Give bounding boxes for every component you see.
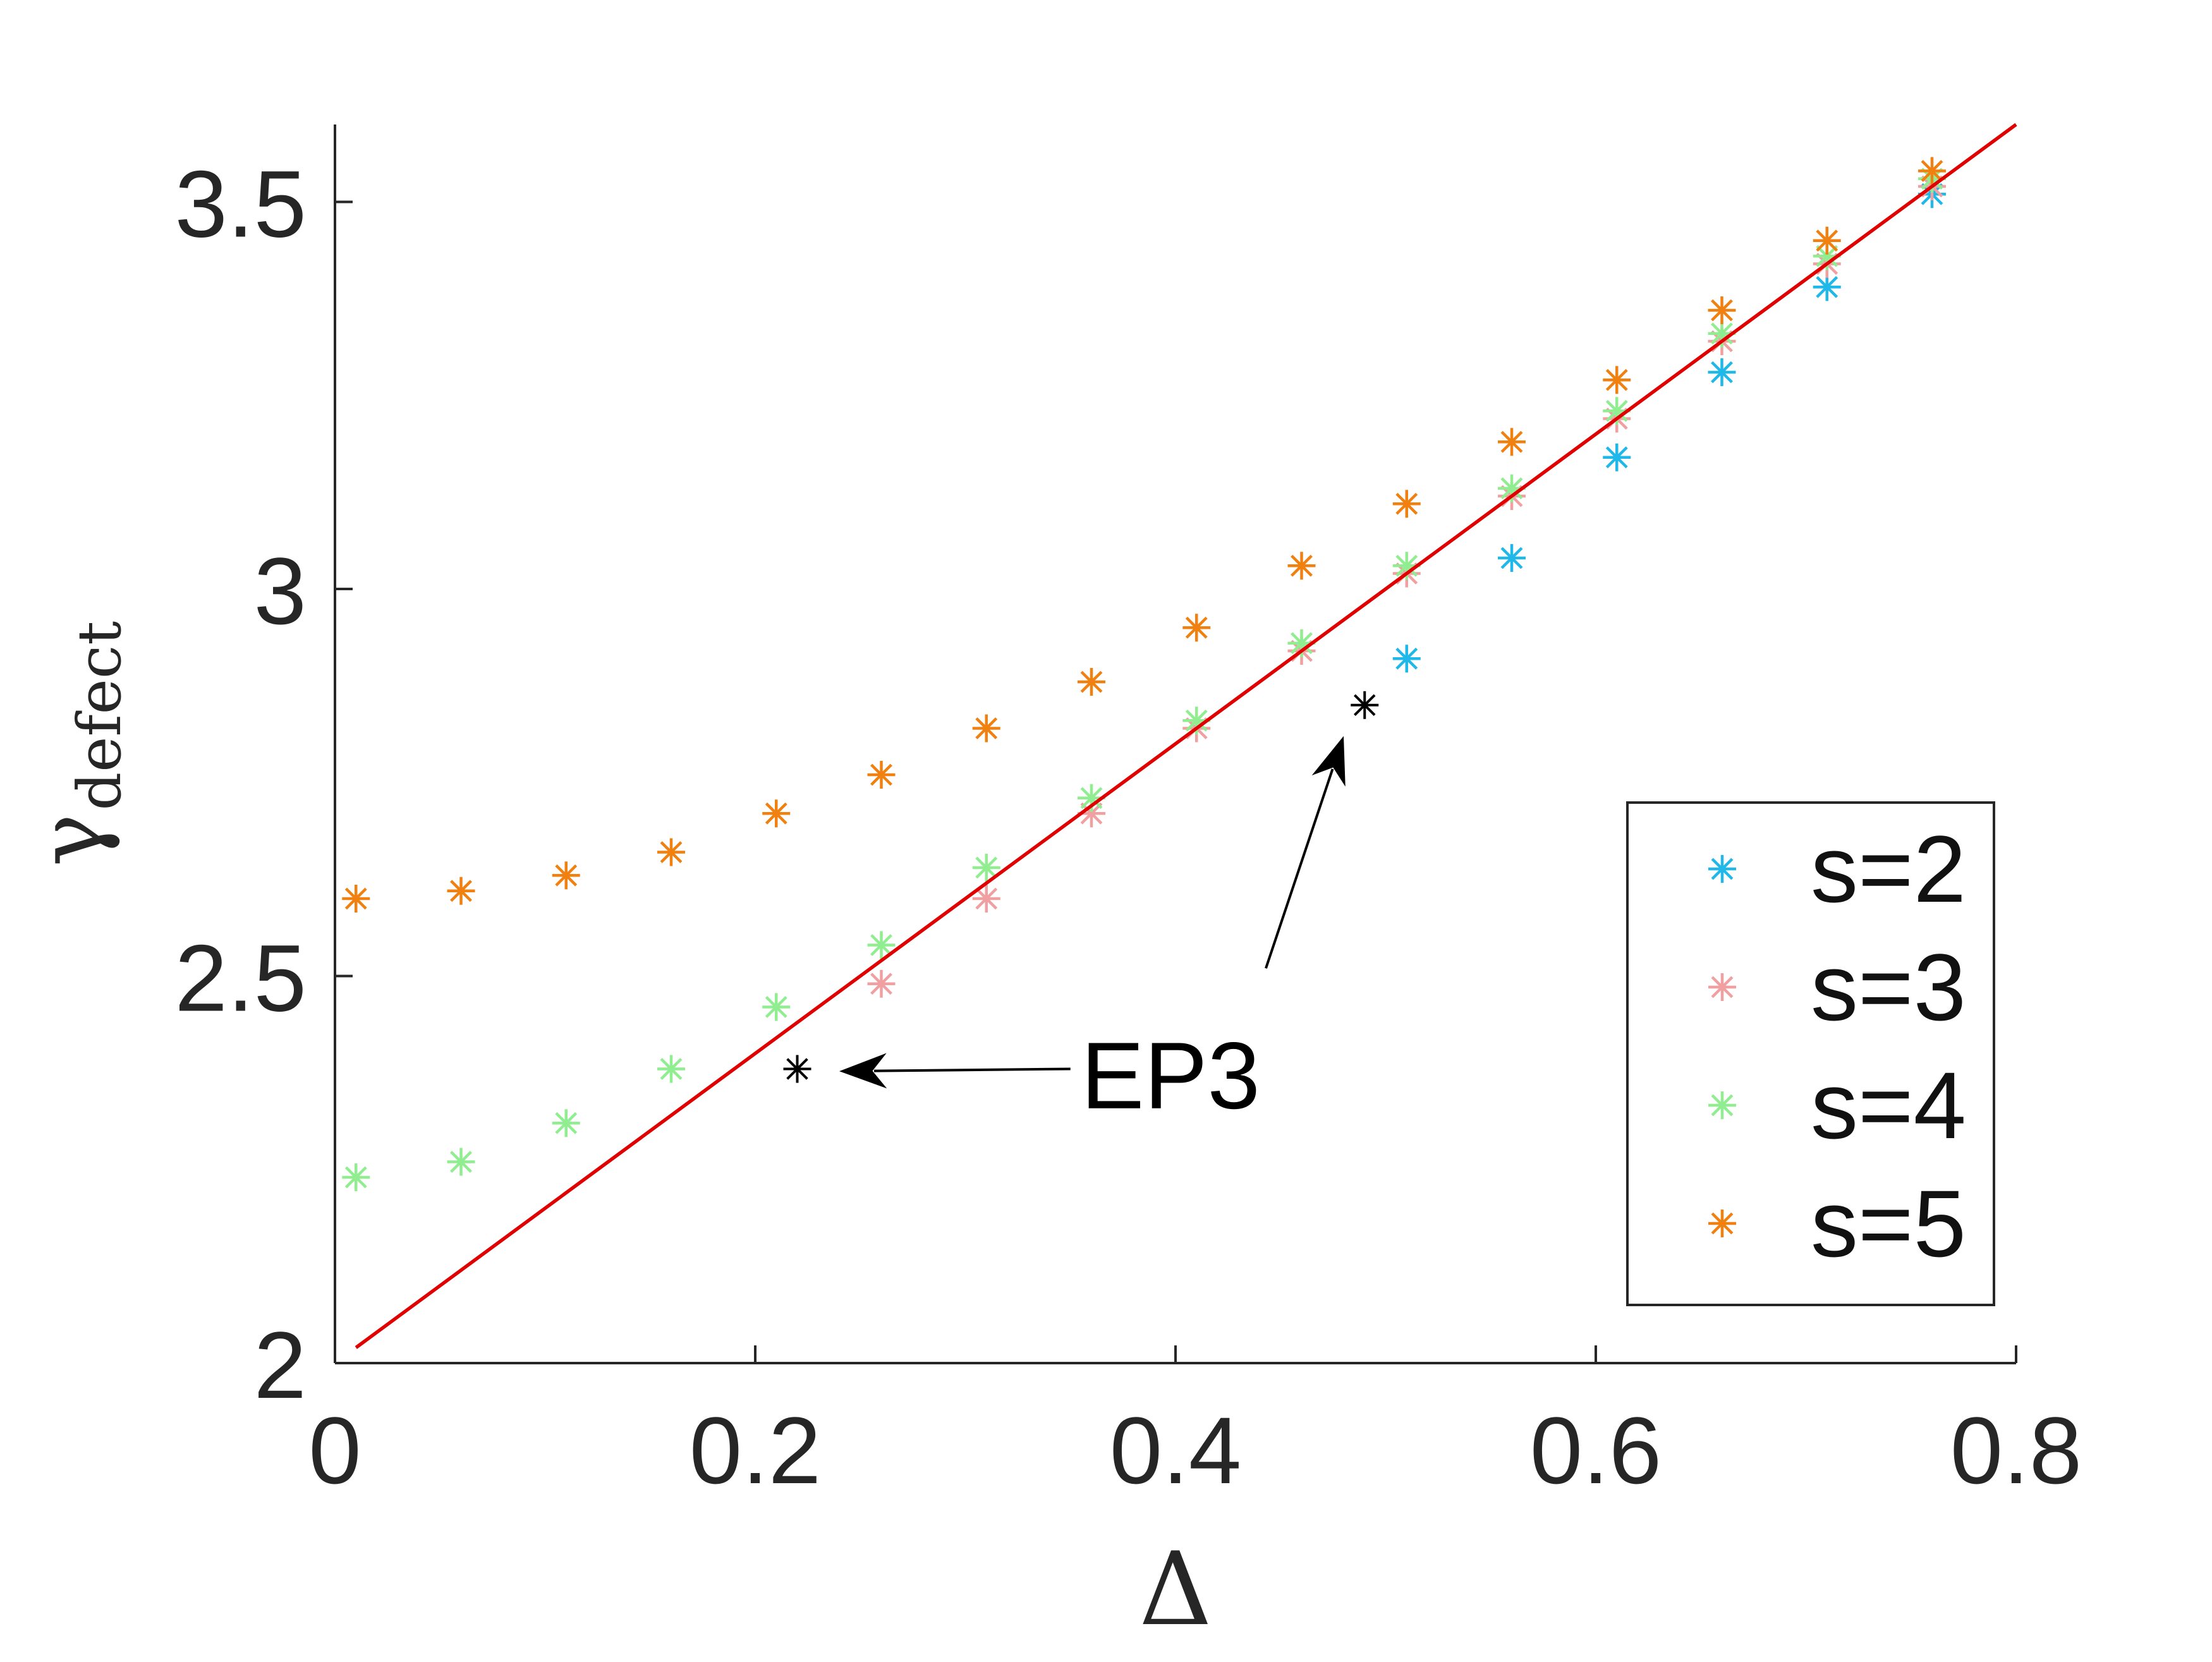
data-point (972, 854, 1000, 882)
x-tick-label: 0.2 (690, 1397, 822, 1503)
legend-label: s=4 (1811, 1052, 1966, 1158)
data-point (867, 969, 896, 998)
data-point (762, 799, 791, 828)
data-point (1813, 273, 1841, 301)
data-point (657, 1055, 685, 1083)
ep3-arrow (1265, 736, 1346, 969)
data-point (1078, 799, 1105, 828)
data-point (1078, 784, 1105, 812)
legend-item: s=3 (1708, 934, 1966, 1040)
x-tick-label: 0.4 (1110, 1397, 1242, 1503)
data-point (762, 993, 791, 1021)
legend-marker (1708, 973, 1736, 1001)
data-point (972, 714, 1000, 743)
data-point (1603, 366, 1631, 394)
y-tick-label: 2 (254, 1312, 307, 1418)
data-point (552, 1109, 580, 1137)
data-point (552, 861, 580, 890)
y-axis-label-sub: defect (65, 621, 135, 811)
data-point (657, 838, 685, 866)
legend-label: s=2 (1811, 816, 1966, 922)
y-axis-label: γ defect (20, 621, 135, 867)
y-tick-label: 3.5 (174, 151, 307, 257)
data-point (867, 931, 896, 959)
data-point (1918, 157, 1946, 185)
y-axis-label-main: γ (20, 814, 123, 867)
legend-marker (1708, 1210, 1736, 1237)
data-point (1708, 296, 1736, 324)
ep3-arrow (839, 1053, 1071, 1089)
data-point (1392, 645, 1421, 673)
data-point (1708, 358, 1736, 386)
data-point (1498, 544, 1526, 572)
x-tick-label: 0.8 (1950, 1397, 2082, 1503)
plot-area (342, 123, 2017, 1349)
x-tick-label: 0.6 (1530, 1397, 1662, 1503)
axes: 0 0.2 0.4 0.6 0.8 2 2.5 3 3.5 (174, 124, 2082, 1503)
y-tick-label: 2.5 (174, 925, 307, 1031)
legend-label: s=5 (1811, 1170, 1966, 1277)
ep3-annotation-label: EP3 (1081, 1022, 1260, 1129)
data-point (1603, 443, 1631, 471)
data-point (1498, 428, 1526, 456)
legend-item: s=5 (1708, 1170, 1966, 1277)
ep3-point (783, 1055, 811, 1083)
x-axis-label: Δ (1139, 1530, 1212, 1648)
data-point (1287, 552, 1316, 580)
legend: s=2 s=3 s=4 s=5 (1626, 801, 1995, 1306)
data-point (447, 1148, 475, 1176)
fit-line (355, 123, 2017, 1349)
data-point (342, 885, 370, 913)
data-point (1078, 668, 1105, 696)
legend-label: s=3 (1811, 934, 1966, 1040)
legend-item: s=4 (1708, 1052, 1966, 1158)
data-point (1392, 490, 1421, 518)
legend-item: s=2 (1708, 816, 1966, 922)
legend-marker (1708, 855, 1736, 883)
legend-box (1626, 801, 1995, 1306)
legend-marker (1708, 1091, 1736, 1119)
data-point (1182, 614, 1211, 642)
data-point (342, 1163, 370, 1191)
y-tick-label: 3 (254, 538, 307, 644)
data-point (447, 876, 475, 905)
data-point (867, 761, 896, 789)
ep3-point (1351, 691, 1379, 719)
data-point (1813, 226, 1841, 255)
x-tick-label: 0 (308, 1397, 361, 1503)
series-s=5 (342, 157, 1946, 913)
data-point (972, 885, 1000, 913)
